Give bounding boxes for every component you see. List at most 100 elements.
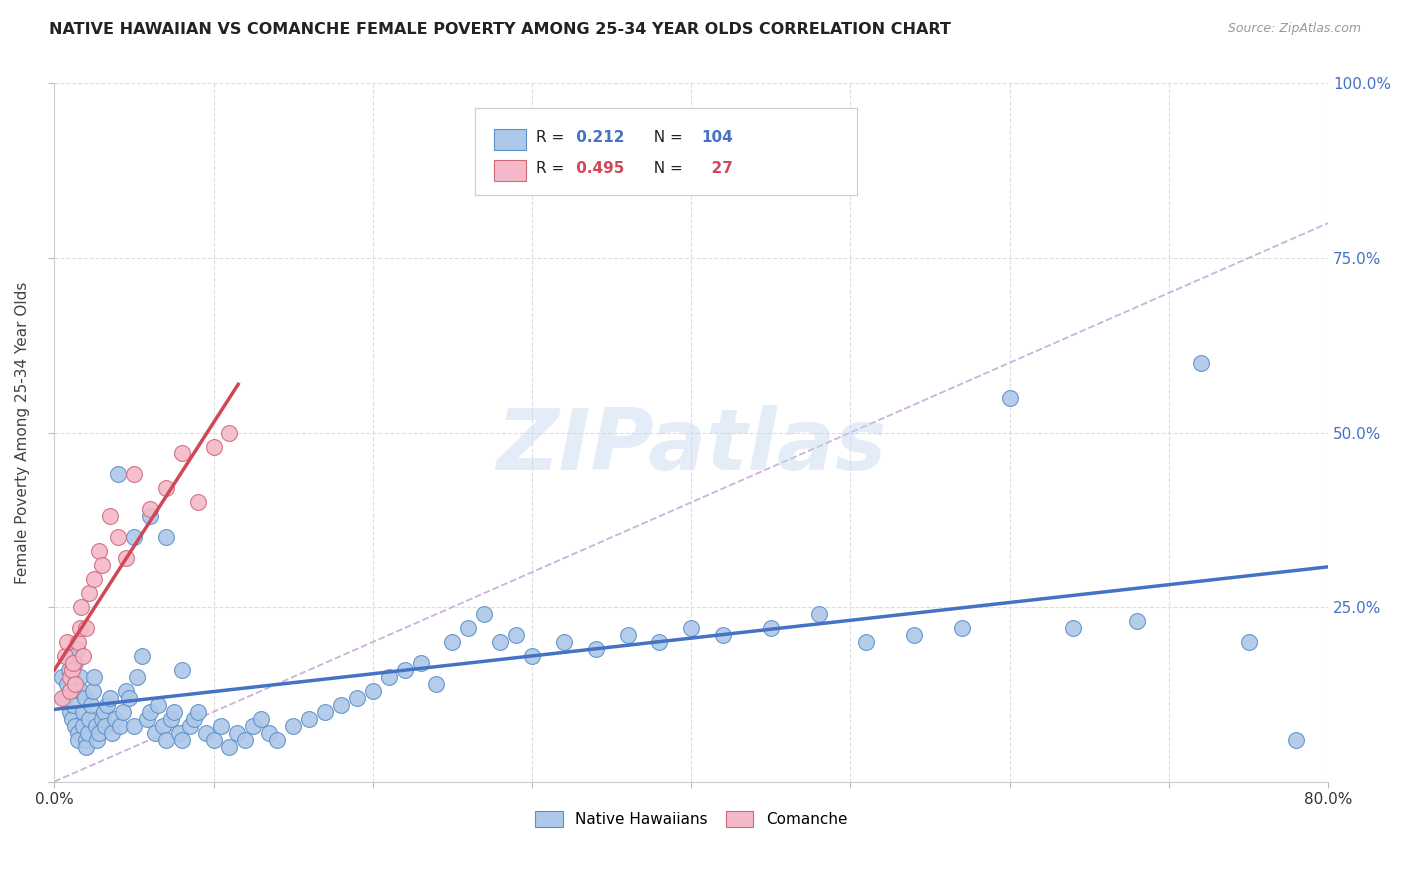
Point	[82, 684, 104, 698]
Point	[72, 648, 94, 663]
Point	[63, 656, 86, 670]
Point	[903, 628, 925, 642]
Point	[118, 690, 141, 705]
Point	[72, 719, 94, 733]
Point	[211, 719, 233, 733]
Point	[441, 635, 464, 649]
Point	[553, 635, 575, 649]
Point	[1237, 635, 1260, 649]
Point	[80, 698, 103, 712]
Point	[59, 684, 82, 698]
Point	[202, 732, 225, 747]
Bar	[494, 128, 526, 150]
Point	[72, 705, 94, 719]
Point	[60, 712, 83, 726]
Point	[250, 712, 273, 726]
Point	[361, 684, 384, 698]
Point	[259, 726, 281, 740]
Point	[69, 621, 91, 635]
Point	[152, 719, 174, 733]
Point	[93, 705, 115, 719]
Point	[377, 670, 399, 684]
Point	[159, 712, 181, 726]
Point	[998, 391, 1021, 405]
Point	[98, 690, 121, 705]
Point	[96, 698, 118, 712]
Point	[87, 544, 110, 558]
Point	[346, 690, 368, 705]
Point	[648, 635, 671, 649]
Point	[146, 698, 169, 712]
Point	[950, 621, 973, 635]
Point	[1126, 614, 1149, 628]
Text: 104: 104	[702, 130, 733, 145]
Text: 0.495: 0.495	[571, 161, 624, 176]
Point	[98, 509, 121, 524]
Point	[108, 719, 131, 733]
Text: NATIVE HAWAIIAN VS COMANCHE FEMALE POVERTY AMONG 25-34 YEAR OLDS CORRELATION CHA: NATIVE HAWAIIAN VS COMANCHE FEMALE POVER…	[49, 22, 950, 37]
Point	[505, 628, 527, 642]
Point	[170, 446, 193, 460]
Point	[107, 530, 129, 544]
Point	[94, 719, 117, 733]
Point	[585, 642, 607, 657]
Point	[59, 705, 82, 719]
Point	[242, 719, 264, 733]
Point	[55, 648, 77, 663]
Point	[194, 726, 217, 740]
Point	[75, 739, 97, 754]
Point	[127, 670, 149, 684]
Y-axis label: Female Poverty Among 25-34 Year Olds: Female Poverty Among 25-34 Year Olds	[15, 281, 30, 583]
Point	[56, 635, 79, 649]
Point	[65, 642, 87, 657]
Point	[59, 648, 82, 663]
Point	[155, 530, 177, 544]
Point	[409, 656, 432, 670]
Point	[394, 663, 416, 677]
Point	[111, 705, 134, 719]
Text: 27: 27	[702, 161, 734, 176]
Point	[155, 482, 177, 496]
Point	[425, 677, 447, 691]
Point	[143, 726, 166, 740]
Point	[1285, 732, 1308, 747]
Point	[83, 572, 105, 586]
Point	[62, 656, 84, 670]
Point	[314, 705, 336, 719]
Point	[58, 663, 80, 677]
Point	[56, 677, 79, 691]
Point	[67, 732, 90, 747]
Point	[67, 726, 90, 740]
Point	[218, 739, 240, 754]
Text: Source: ZipAtlas.com: Source: ZipAtlas.com	[1227, 22, 1361, 36]
Point	[91, 558, 114, 573]
Point	[86, 732, 108, 747]
Point	[115, 551, 138, 566]
Text: R =: R =	[536, 161, 569, 176]
Point	[69, 670, 91, 684]
Point	[91, 712, 114, 726]
Point	[170, 732, 193, 747]
Point	[457, 621, 479, 635]
Point	[202, 440, 225, 454]
Text: ZIPatlas: ZIPatlas	[496, 405, 886, 488]
Point	[55, 690, 77, 705]
Text: R =: R =	[536, 130, 569, 145]
Point	[187, 495, 209, 509]
Text: 0.212: 0.212	[571, 130, 626, 145]
Point	[855, 635, 877, 649]
Point	[1189, 356, 1212, 370]
Point	[87, 726, 110, 740]
Point	[104, 712, 127, 726]
Point	[122, 530, 145, 544]
Point	[70, 684, 93, 698]
Legend: Native Hawaiians, Comanche: Native Hawaiians, Comanche	[529, 805, 853, 833]
Point	[163, 705, 186, 719]
Point	[226, 726, 249, 740]
Text: N =: N =	[644, 161, 688, 176]
Point	[84, 719, 107, 733]
Bar	[494, 161, 526, 181]
Point	[1062, 621, 1084, 635]
Point	[139, 705, 162, 719]
Point	[59, 670, 82, 684]
